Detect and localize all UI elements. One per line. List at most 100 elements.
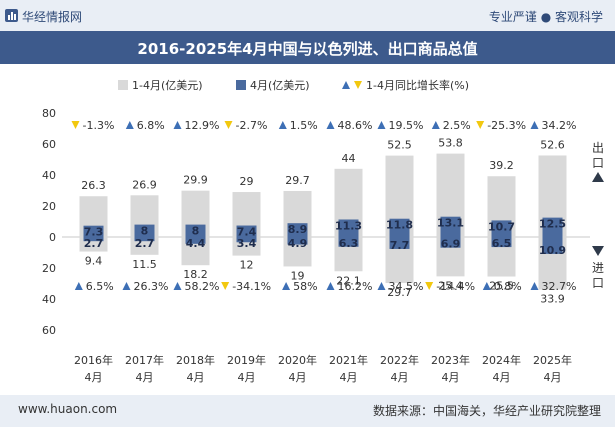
- export-growth-down-triangle-icon: [71, 121, 80, 129]
- export-april-bar: [440, 216, 461, 237]
- legend-label-total: 1-4月(亿美元): [132, 79, 203, 92]
- export-growth-up-triangle-icon: [278, 121, 287, 129]
- import-april-label: 4.9: [288, 237, 308, 250]
- legend-label-growth: 1-4月同比增长率(%): [366, 78, 469, 92]
- x-tick-label-month: 4月: [493, 371, 511, 384]
- import-growth-label: 34.5%: [389, 280, 424, 293]
- import-growth-label: 16.2%: [338, 280, 373, 293]
- export-growth-down-triangle-icon: [476, 121, 485, 129]
- x-axis: 2016年 4月 2017年 4月 2018年 4月 2019年 4月 2020年 4月 2021年…: [74, 353, 572, 384]
- import-april-label: 3.4: [237, 237, 257, 250]
- export-total-label: 26.9: [132, 178, 157, 191]
- export-side-label-2: 口: [592, 156, 604, 170]
- export-total-label: 44: [342, 152, 356, 165]
- import-side-label-2: 口: [592, 276, 604, 290]
- import-growth-label: -14.4%: [436, 280, 475, 293]
- import-growth-label: 32.7%: [542, 280, 577, 293]
- x-tick-label-month: 4月: [442, 371, 460, 384]
- export-april-label: 10.7: [488, 220, 515, 233]
- export-total-label: 39.2: [489, 159, 514, 172]
- import-total-label: 33.9: [540, 293, 565, 306]
- export-growth-up-triangle-icon: [125, 121, 134, 129]
- export-growth-up-triangle-icon: [326, 121, 335, 129]
- export-april-bar: [83, 225, 104, 237]
- export-april-label: 11.3: [335, 219, 362, 232]
- export-arrow-up-icon: [592, 172, 604, 182]
- export-april-label: 13.1: [437, 217, 464, 230]
- y-tick-label: 80: [42, 107, 56, 120]
- import-april-label: 6.5: [492, 237, 512, 250]
- import-april-bar: [542, 237, 563, 254]
- export-growth-up-triangle-icon: [530, 121, 539, 129]
- import-april-label: 10.9: [539, 244, 566, 257]
- data-labels: 26.39.47.32.7-1.3%6.5%26.911.582.76.8%26…: [71, 119, 577, 306]
- footer-bar: [0, 395, 615, 427]
- export-april-bar: [287, 223, 308, 237]
- import-april-bar: [491, 237, 512, 248]
- import-growth-label: 26.3%: [134, 280, 169, 293]
- legend-swatch-total: [118, 80, 128, 90]
- export-growth-label: -1.3%: [83, 119, 115, 132]
- import-total-label: 22.1: [336, 274, 361, 287]
- legend: 1-4月(亿美元) 4月(亿美元) 1-4月同比增长率(%): [118, 78, 469, 92]
- top-bar: [0, 0, 615, 31]
- import-growth-up-triangle-icon: [282, 282, 291, 290]
- import-april-bar: [287, 237, 308, 245]
- tagline: 专业严谨 ● 客观科学: [488, 10, 603, 24]
- import-april-label: 4.4: [186, 237, 206, 250]
- import-growth-up-triangle-icon: [530, 282, 539, 290]
- import-april-bar: [440, 237, 461, 248]
- chart-title: 2016-2025年4月中国与以色列进、出口商品总值: [137, 40, 478, 58]
- x-tick-label-year: 2018年: [176, 353, 215, 367]
- import-april-bar: [236, 237, 257, 243]
- import-april-label: 6.9: [441, 238, 461, 251]
- title-bar: [0, 31, 615, 64]
- export-april-label: 8: [192, 225, 200, 238]
- export-growth-up-triangle-icon: [173, 121, 182, 129]
- legend-down-triangle-icon: [354, 81, 362, 89]
- export-april-bar: [338, 219, 359, 237]
- x-tick-label-month: 4月: [340, 371, 358, 384]
- x-tick-label-year: 2023年: [431, 353, 470, 367]
- x-tick-label-month: 4月: [289, 371, 307, 384]
- import-growth-label: 0.8%: [494, 280, 522, 293]
- legend-up-triangle-icon: [342, 81, 350, 89]
- x-tick-label-year: 2021年: [329, 353, 368, 367]
- import-april-bar: [83, 237, 104, 242]
- import-total-label: 29.7: [387, 286, 412, 299]
- export-growth-label: 1.5%: [290, 119, 318, 132]
- import-total-label: 19: [291, 269, 305, 282]
- export-april-bar: [134, 224, 155, 237]
- x-tick-label-month: 4月: [85, 371, 103, 384]
- export-growth-up-triangle-icon: [377, 121, 386, 129]
- x-tick-label-year: 2022年: [380, 353, 419, 367]
- footer-source: 数据来源：中国海关，华经产业研究院整理: [372, 404, 601, 418]
- import-april-label: 7.7: [390, 239, 410, 252]
- x-tick-label-year: 2025年: [533, 353, 572, 367]
- import-growth-up-triangle-icon: [482, 282, 491, 290]
- x-tick-label-year: 2020年: [278, 353, 317, 367]
- legend-swatch-april: [236, 80, 246, 90]
- y-tick-label: 40: [42, 169, 56, 182]
- import-growth-label: 58%: [293, 280, 317, 293]
- x-tick-label-month: 4月: [187, 371, 205, 384]
- import-growth-up-triangle-icon: [173, 282, 182, 290]
- y-tick-label: 0: [49, 231, 56, 244]
- import-total-label: 11.5: [132, 258, 157, 271]
- import-growth-down-triangle-icon: [425, 282, 434, 290]
- export-april-label: 12.5: [539, 218, 566, 231]
- y-tick-label: 60: [42, 138, 56, 151]
- export-growth-label: 34.2%: [542, 119, 577, 132]
- export-april-bar: [236, 225, 257, 237]
- import-growth-up-triangle-icon: [74, 282, 83, 290]
- x-tick-label-month: 4月: [544, 371, 562, 384]
- import-total-label: 9.4: [85, 255, 103, 268]
- export-growth-label: -25.3%: [487, 119, 526, 132]
- import-april-bar: [134, 237, 155, 242]
- export-growth-up-triangle-icon: [431, 121, 440, 129]
- footer-website: www.huaon.com: [18, 402, 118, 416]
- import-arrow-down-icon: [592, 246, 604, 256]
- export-total-label: 29.7: [285, 174, 310, 187]
- export-total-label: 29.9: [183, 174, 208, 187]
- export-total-label: 53.8: [438, 137, 463, 150]
